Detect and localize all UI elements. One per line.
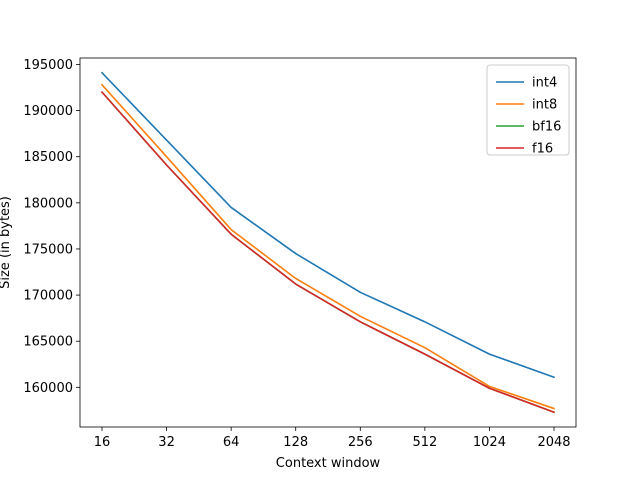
y-tick-label: 165000 [23,335,73,350]
series-line-int8 [100,83,556,410]
x-axis-label: Context window [276,456,381,471]
x-tick-label: 512 [412,435,437,450]
legend-label-int8: int8 [532,98,557,113]
x-axis-ticks: 16 32 64 128 256 512 1024 2048 [94,427,571,450]
legend-box [486,64,570,156]
y-tick-label: 185000 [23,150,73,165]
y-tick-label: 180000 [23,196,73,211]
y-axis-label: Size (in bytes) [0,196,13,289]
x-tick-label: 128 [283,435,308,450]
y-tick-label: 175000 [23,242,73,257]
x-tick-label: 16 [94,435,111,450]
y-tick-label: 160000 [23,381,73,396]
y-tick-label: 170000 [23,289,73,304]
x-tick-label: 1024 [473,435,506,450]
y-tick-label: 190000 [23,104,73,119]
x-tick-label: 256 [348,435,373,450]
series-line-f16 [100,91,556,414]
y-tick-label: 195000 [23,58,73,73]
axes-frame [79,57,577,428]
x-tick-label: 32 [158,435,175,450]
series-line-bf16 [100,91,556,414]
series-layer [100,71,556,414]
legend: int4 int8 bf16 f16 [486,64,570,157]
x-tick-label: 64 [223,435,240,450]
y-axis-ticks: 160000 165000 170000 175000 180000 185000 1900… [23,58,80,396]
legend-label-f16: f16 [532,142,553,157]
legend-label-bf16: bf16 [532,120,561,135]
legend-label-int4: int4 [532,76,557,91]
x-tick-label: 2048 [537,435,570,450]
series-line-int4 [100,71,556,379]
